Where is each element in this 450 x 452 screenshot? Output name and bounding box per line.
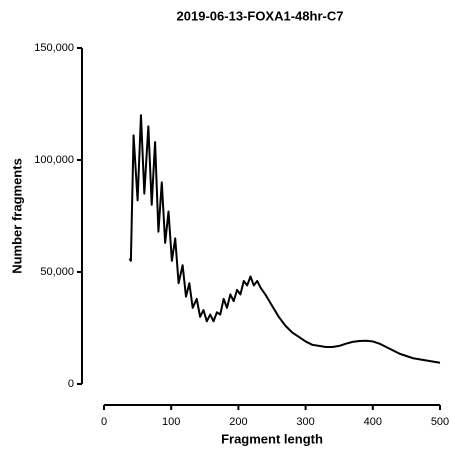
y-axis-label: Number fragments [9, 158, 24, 274]
x-axis-label: Fragment length [221, 431, 323, 446]
x-tick-label: 400 [364, 416, 382, 428]
data-line [128, 114, 441, 364]
x-tick-label: 500 [431, 416, 449, 428]
y-tick-label: 0 [68, 378, 74, 390]
chart-title: 2019-06-13-FOXA1-48hr-C7 [177, 8, 344, 23]
x-tick-label: 0 [101, 416, 107, 428]
x-tick-label: 100 [162, 416, 180, 428]
y-tick-label: 50,000 [40, 266, 74, 278]
x-tick-label: 200 [229, 416, 247, 428]
y-tick-label: 150,000 [34, 42, 74, 54]
x-tick-label: 300 [296, 416, 314, 428]
y-tick-label: 100,000 [34, 154, 74, 166]
